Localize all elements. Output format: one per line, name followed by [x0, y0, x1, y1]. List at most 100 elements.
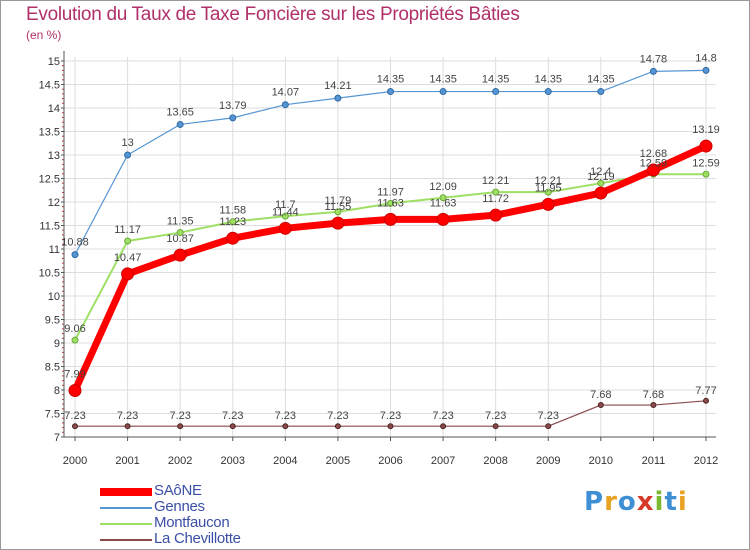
data-point — [646, 163, 660, 177]
data-label: 13.79 — [219, 100, 247, 112]
data-label: 11.63 — [430, 197, 457, 209]
data-label: 12.09 — [429, 181, 457, 193]
data-label: 13.19 — [692, 124, 720, 136]
y-tick-label: 12 — [48, 197, 60, 209]
y-tick-label: 9.5 — [45, 315, 60, 327]
data-label: 12.68 — [640, 148, 668, 160]
data-point — [439, 88, 447, 96]
y-tick-label: 9 — [54, 338, 60, 350]
data-point — [597, 88, 605, 96]
data-point — [229, 423, 236, 430]
data-label: 7.23 — [538, 410, 559, 422]
y-tick-label: 11.5 — [39, 221, 60, 233]
x-tick-label: 2006 — [378, 455, 402, 467]
x-tick-label: 2007 — [431, 455, 455, 467]
data-point — [331, 216, 345, 230]
legend-label: Montfaucon — [154, 514, 230, 531]
legend-swatch — [100, 539, 152, 541]
x-tick-label: 2011 — [642, 455, 666, 467]
data-point — [597, 402, 604, 409]
data-label: 12.59 — [692, 157, 720, 169]
data-point — [492, 188, 500, 196]
data-point — [71, 251, 79, 259]
data-label: 7.23 — [275, 410, 296, 422]
y-axis-unit-label: (en %) — [26, 28, 62, 42]
data-label: 7.23 — [117, 410, 138, 422]
data-label: 14.8 — [695, 52, 716, 64]
y-tick-label: 10.5 — [39, 268, 60, 280]
data-point — [229, 218, 237, 226]
y-tick-label: 14.5 — [39, 80, 60, 92]
data-point — [72, 423, 78, 430]
data-point — [124, 237, 132, 245]
x-tick-label: 2002 — [168, 455, 192, 467]
data-label: 11.17 — [114, 224, 141, 236]
data-label: 7.99 — [64, 368, 85, 380]
data-label: 14.35 — [377, 74, 405, 86]
x-tick-label: 2005 — [326, 455, 350, 467]
data-label: 11.44 — [272, 206, 299, 218]
data-label: 10.88 — [61, 237, 89, 249]
logo-letter: i — [677, 487, 688, 517]
data-point — [544, 188, 552, 196]
data-point — [173, 248, 187, 262]
y-tick-label: 8.5 — [45, 362, 60, 374]
data-point — [71, 336, 79, 344]
data-point — [492, 88, 500, 96]
y-tick-label: 13.5 — [39, 127, 60, 139]
data-label: 11.63 — [377, 197, 404, 209]
data-point — [489, 208, 503, 222]
data-label: 13.65 — [166, 106, 194, 118]
logo-letter: r — [604, 487, 618, 517]
data-label: 11.72 — [482, 193, 509, 205]
data-label: 7.23 — [169, 410, 190, 422]
logo-letter: P — [584, 487, 605, 517]
x-tick-label: 2010 — [589, 455, 613, 467]
data-point — [702, 66, 710, 74]
data-point — [281, 212, 289, 220]
legend-swatch — [100, 523, 152, 525]
data-point — [281, 101, 289, 109]
x-tick-label: 2004 — [273, 455, 297, 467]
y-tick-label: 11 — [49, 244, 60, 256]
data-label: 14.35 — [534, 74, 562, 86]
data-label: 9.06 — [64, 323, 85, 335]
legend-label: La Chevillotte — [154, 530, 241, 547]
data-label: 11.55 — [325, 201, 352, 213]
data-label: 11.95 — [535, 182, 562, 194]
data-label: 14.35 — [429, 74, 457, 86]
data-point — [334, 208, 342, 216]
chart-title: Evolution du Taux de Taxe Foncière sur l… — [26, 4, 520, 25]
data-point — [226, 231, 240, 245]
data-point — [176, 120, 184, 128]
data-point — [229, 114, 237, 122]
data-point — [387, 199, 394, 207]
data-label: 10.47 — [114, 252, 142, 264]
data-point — [121, 267, 135, 281]
y-tick-label: 14 — [48, 103, 60, 115]
data-point — [334, 94, 342, 102]
data-label: 7.23 — [380, 410, 401, 422]
y-tick-label: 12.5 — [39, 174, 60, 186]
data-label: 7.68 — [643, 389, 664, 401]
data-point — [282, 423, 289, 430]
data-label: 12.21 — [482, 175, 510, 187]
data-label: 11.23 — [219, 216, 246, 228]
data-point — [68, 383, 82, 397]
data-label: 11.7 — [275, 199, 296, 211]
data-point — [594, 186, 608, 200]
data-point — [334, 423, 341, 430]
data-label: 10.87 — [166, 233, 194, 245]
data-label: 12.21 — [534, 175, 562, 187]
data-point — [278, 221, 292, 235]
data-point — [649, 67, 657, 75]
data-label: 7.23 — [327, 410, 348, 422]
data-point — [492, 423, 499, 430]
logo-letter: o — [617, 487, 637, 517]
data-label: 11.35 — [167, 216, 194, 228]
data-label: 14.35 — [587, 74, 615, 86]
data-point — [384, 212, 397, 226]
data-point — [597, 179, 605, 187]
data-point — [387, 88, 394, 96]
